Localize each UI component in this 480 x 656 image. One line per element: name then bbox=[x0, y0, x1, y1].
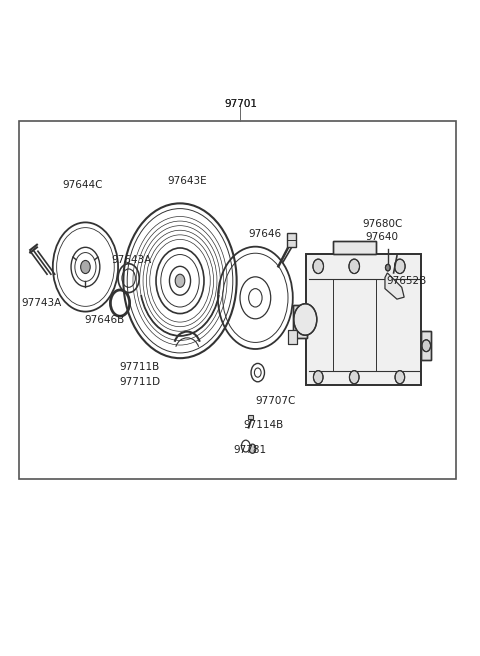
Text: 97643E: 97643E bbox=[167, 176, 207, 186]
Bar bbox=[288, 330, 297, 344]
Circle shape bbox=[395, 371, 405, 384]
Polygon shape bbox=[385, 273, 404, 299]
Circle shape bbox=[175, 274, 185, 287]
Bar bbox=[288, 330, 297, 344]
Circle shape bbox=[249, 444, 256, 453]
Bar bbox=[306, 254, 421, 385]
Bar bbox=[248, 415, 253, 419]
Bar bbox=[293, 305, 307, 338]
Circle shape bbox=[81, 260, 90, 274]
Bar bbox=[333, 241, 376, 254]
Text: 97711D: 97711D bbox=[119, 377, 160, 387]
Text: 97743A: 97743A bbox=[22, 298, 62, 308]
Bar bbox=[421, 331, 431, 360]
Bar bbox=[19, 121, 456, 479]
Text: 97707C: 97707C bbox=[255, 396, 296, 407]
Circle shape bbox=[294, 304, 317, 335]
Text: 97701: 97701 bbox=[225, 98, 258, 109]
Circle shape bbox=[349, 371, 359, 384]
Bar bbox=[333, 241, 376, 254]
Text: 97644C: 97644C bbox=[62, 180, 103, 190]
Text: 97646: 97646 bbox=[249, 229, 282, 239]
Text: 97652B: 97652B bbox=[386, 276, 427, 286]
Circle shape bbox=[395, 259, 405, 274]
Text: 97711B: 97711B bbox=[119, 362, 159, 373]
Circle shape bbox=[313, 371, 323, 384]
Text: 97701: 97701 bbox=[225, 98, 258, 109]
Text: 97680C: 97680C bbox=[362, 219, 403, 230]
Circle shape bbox=[349, 259, 360, 274]
Text: 97646B: 97646B bbox=[84, 315, 124, 325]
Text: 97640: 97640 bbox=[366, 232, 399, 243]
Bar bbox=[287, 233, 296, 247]
Bar bbox=[306, 254, 421, 385]
Circle shape bbox=[422, 340, 431, 352]
Text: 97781: 97781 bbox=[234, 445, 267, 455]
Bar bbox=[421, 331, 431, 360]
Circle shape bbox=[385, 264, 390, 271]
Text: 97114B: 97114B bbox=[244, 420, 284, 430]
Circle shape bbox=[313, 259, 324, 274]
Text: 97643A: 97643A bbox=[112, 255, 152, 266]
Bar bbox=[293, 305, 307, 338]
